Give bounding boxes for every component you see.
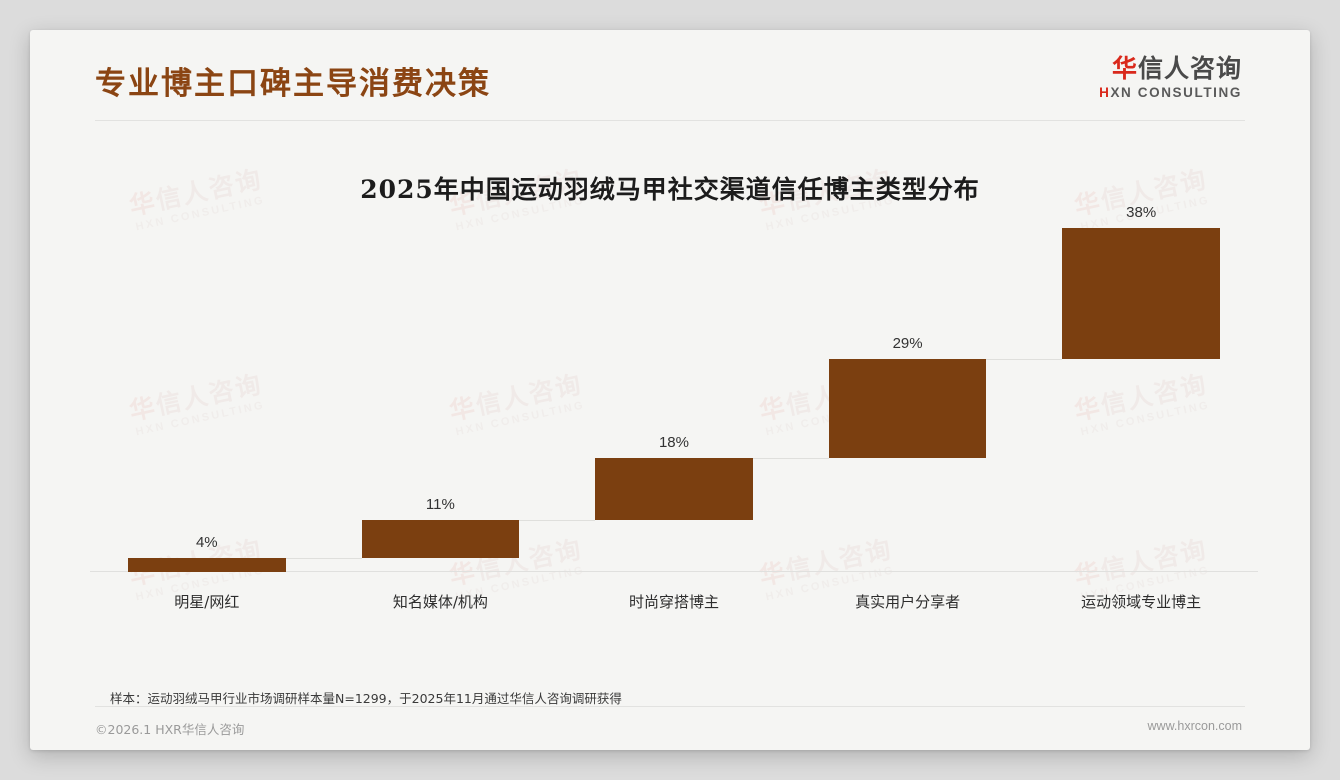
- bar-1[interactable]: [127, 558, 286, 572]
- bar-series: 4% 明星/网红 11% 知名媒体/机构 18% 时尚穿搭博主 29% 真实用户分享者 38% 运…: [65, 204, 1280, 642]
- bar-5[interactable]: [1062, 228, 1221, 359]
- chart-title: 2025年中国运动羽绒马甲社交渠道信任博主类型分布: [360, 175, 980, 204]
- waterfall-connector: [752, 458, 829, 460]
- waterfall-connector: [519, 520, 596, 522]
- bar-group: 11% 知名媒体/机构: [324, 210, 558, 642]
- category-label: 时尚穿搭博主: [628, 593, 719, 611]
- bar-4[interactable]: [828, 358, 987, 459]
- bar-group: 29% 真实用户分享者: [791, 210, 1025, 642]
- copyright-text: ©2026.1 HXR华信人咨询: [95, 722, 245, 737]
- category-label: 明星/网红: [174, 593, 240, 611]
- bar-value-label: 18%: [658, 434, 689, 452]
- logo-chinese-rest: 信人咨询: [1137, 54, 1242, 83]
- bar-value-label: 38%: [1126, 204, 1157, 221]
- bar-group: 38% 运动领域专业博主: [1024, 204, 1258, 642]
- logo-chinese: 华信人咨询: [1099, 54, 1242, 83]
- footer-divider: [95, 706, 1245, 707]
- header-divider: [95, 120, 1245, 121]
- category-label: 知名媒体/机构: [392, 593, 488, 611]
- website-link[interactable]: www.hxrcon.com: [1147, 719, 1242, 733]
- bar-value-label: 11%: [425, 496, 455, 514]
- bar-group: 4% 明星/网红: [90, 210, 324, 642]
- bar-3[interactable]: [595, 458, 753, 521]
- waterfall-connector: [285, 558, 362, 560]
- bar-2[interactable]: [361, 520, 520, 559]
- logo-chinese-accent: 华: [1111, 54, 1138, 83]
- logo-english: HXN CONSULTING: [1099, 85, 1242, 100]
- bar-value-label: 4%: [195, 534, 218, 552]
- bar-group: 18% 时尚穿搭博主: [557, 210, 791, 642]
- bar-value-label: 29%: [892, 334, 923, 352]
- waterfall-chart: 4% 明星/网红 11% 知名媒体/机构 18% 时尚穿搭博主 29% 真实用户分享者 38% 运…: [65, 204, 1280, 642]
- slide-card: 华信人咨询 HXN CONSULTING 华信人咨询 HXN CONSULTING 华信…: [30, 30, 1310, 750]
- logo-english-accent: H: [1099, 85, 1111, 101]
- slide-header: 专业博主口碑主导消费决策 华信人咨询 HXN CONSULTING: [30, 30, 1310, 122]
- logo-english-rest: XN CONSULTING: [1110, 85, 1242, 101]
- page-title: 专业博主口碑主导消费决策: [95, 66, 491, 102]
- category-label: 真实用户分享者: [855, 593, 961, 611]
- category-label: 运动领域专业博主: [1081, 593, 1202, 611]
- waterfall-connector: [986, 358, 1063, 360]
- sample-note: 样本：运动羽绒马甲行业市场调研样本量N=1299，于2025年11月通过华信人咨…: [110, 691, 622, 706]
- brand-logo: 华信人咨询 HXN CONSULTING: [1099, 54, 1242, 100]
- x-axis-line: [90, 571, 1258, 572]
